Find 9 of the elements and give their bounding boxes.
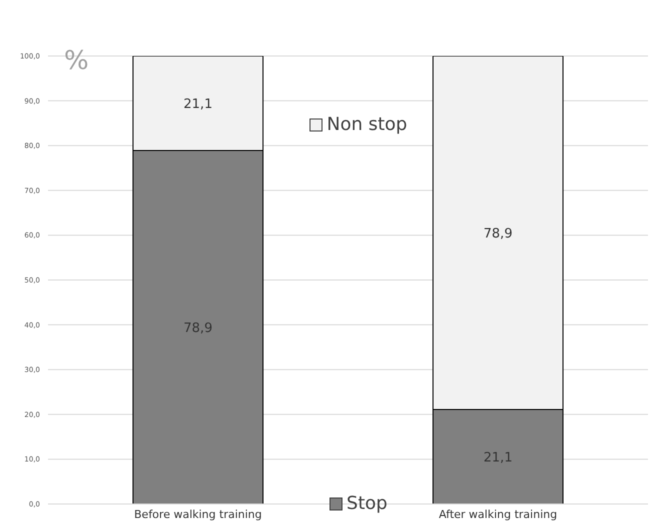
y-axis-title: % bbox=[64, 46, 89, 76]
data-label: 21,1 bbox=[484, 450, 512, 466]
data-label: 21,1 bbox=[184, 96, 212, 112]
series-label: Non stop bbox=[326, 114, 408, 135]
data-label: 78,9 bbox=[484, 226, 512, 242]
legend-label: Stop bbox=[346, 493, 388, 514]
x-tick-label: After walking training bbox=[438, 508, 558, 521]
x-tick-label: Before walking training bbox=[134, 508, 262, 521]
data-label: 78,9 bbox=[184, 320, 212, 336]
